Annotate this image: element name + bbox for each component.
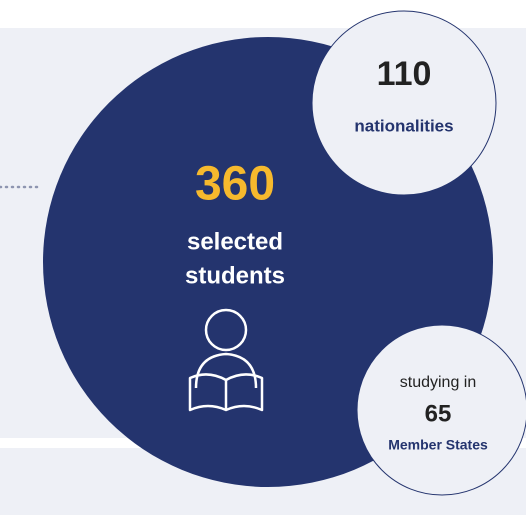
bottom-prefix: studying in xyxy=(400,374,477,391)
bottom-label: Member States xyxy=(388,437,488,453)
reader-icon xyxy=(188,308,264,412)
top-value: 110 xyxy=(377,55,432,93)
bottom-value: 65 xyxy=(425,400,452,427)
top-circle xyxy=(311,10,497,196)
main-label: students xyxy=(185,262,285,289)
top-label: nationalities xyxy=(354,116,453,135)
main-label: selected xyxy=(187,228,283,255)
bottom-circle xyxy=(356,324,526,496)
main-value: 360 xyxy=(195,158,275,211)
